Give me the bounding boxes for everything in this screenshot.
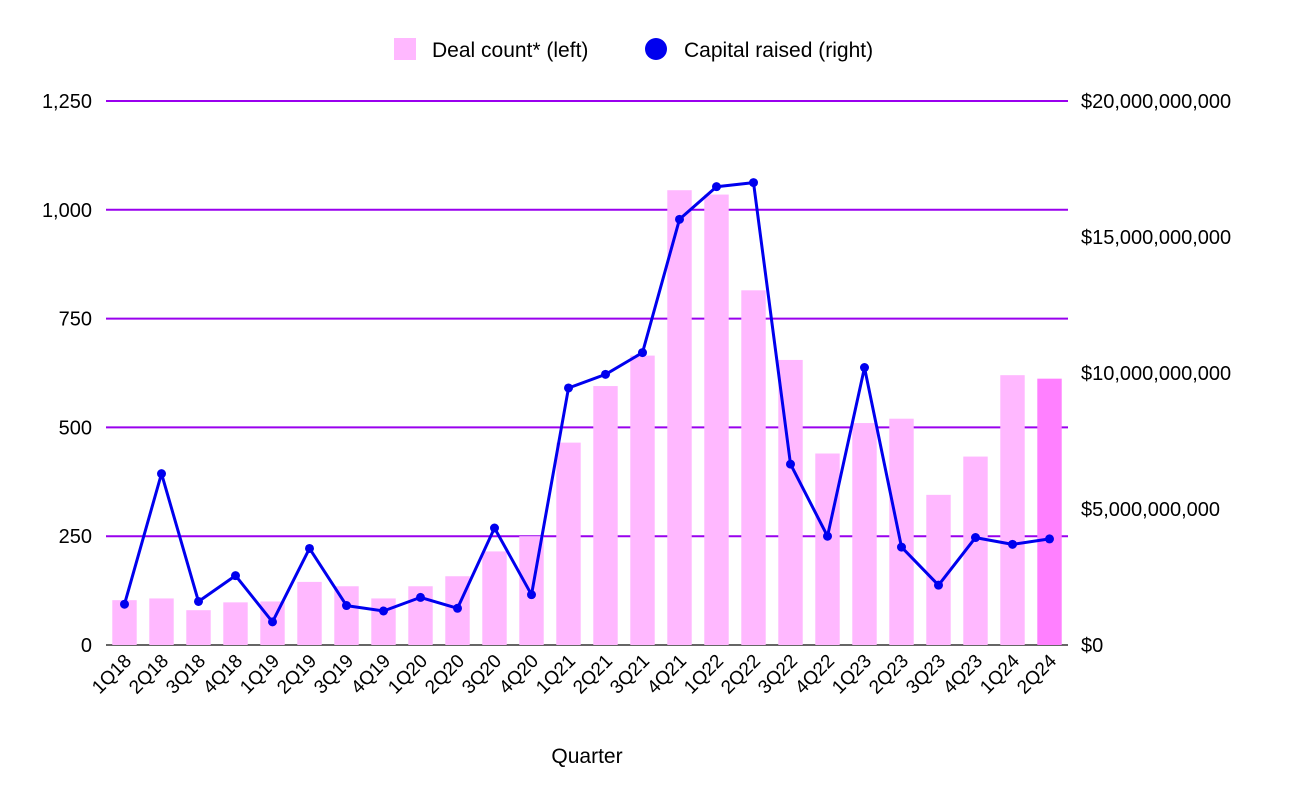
point-capital-raised-2Q22: [749, 178, 758, 188]
point-capital-raised-2Q19: [305, 543, 314, 553]
point-capital-raised-4Q21: [675, 214, 684, 224]
y-right-tick-label: $0: [1081, 635, 1103, 657]
y-left-tick-label: 0: [81, 635, 92, 657]
point-capital-raised-1Q23: [860, 363, 869, 373]
point-capital-raised-2Q20: [453, 603, 462, 613]
point-capital-raised-2Q18: [157, 469, 166, 479]
bar-deal-count-1Q23: [852, 423, 877, 645]
x-tick-label: 4Q21: [643, 651, 691, 699]
x-tick-label: 1Q18: [88, 651, 136, 699]
bar-deal-count-4Q18: [223, 602, 248, 645]
x-tick-label: 4Q22: [791, 651, 839, 699]
y-left-tick-label: 250: [59, 526, 92, 548]
point-capital-raised-1Q21: [564, 383, 573, 393]
x-tick-label: 1Q21: [532, 651, 580, 699]
x-tick-label: 3Q18: [162, 651, 210, 699]
bar-deal-count-4Q21: [667, 190, 692, 645]
point-capital-raised-3Q20: [490, 523, 499, 533]
chart-legend: Deal count* (left) Capital raised (right): [394, 38, 873, 62]
bar-deal-count-2Q18: [149, 598, 174, 645]
bar-deal-count-2Q23: [889, 418, 914, 645]
bar-deal-count-3Q23: [926, 494, 951, 645]
point-capital-raised-1Q19: [268, 617, 277, 627]
x-tick-label: 3Q19: [310, 651, 358, 699]
y-left-tick-label: 1,250: [42, 91, 92, 113]
x-tick-label: 2Q20: [421, 651, 469, 699]
x-tick-label: 3Q21: [606, 651, 654, 699]
point-capital-raised-4Q18: [231, 571, 240, 581]
point-capital-raised-3Q22: [786, 459, 795, 469]
x-tick-label: 4Q19: [347, 651, 395, 699]
x-tick-label: 2Q23: [865, 651, 913, 699]
deal-count-bars: [112, 190, 1062, 645]
point-capital-raised-1Q20: [416, 592, 425, 602]
bar-deal-count-2Q21: [593, 386, 618, 645]
x-axis: 1Q182Q183Q184Q181Q192Q193Q194Q191Q202Q20…: [88, 650, 1061, 698]
bar-deal-count-2Q19: [297, 581, 322, 645]
x-tick-label: 1Q23: [828, 651, 876, 699]
point-capital-raised-1Q22: [712, 182, 721, 192]
point-capital-raised-1Q24: [1008, 539, 1017, 549]
point-capital-raised-3Q23: [934, 580, 943, 590]
x-tick-label: 2Q21: [569, 651, 617, 699]
bar-deal-count-1Q21: [556, 442, 581, 645]
y-left-tick-label: 500: [59, 417, 92, 439]
bar-deal-count-4Q19: [371, 598, 396, 645]
gridlines: [106, 100, 1068, 646]
bar-deal-count-1Q22: [704, 194, 729, 645]
legend-swatch-deal-count: [394, 38, 416, 60]
bar-deal-count-2Q24: [1037, 378, 1062, 645]
y-left-tick-label: 1,000: [42, 200, 92, 222]
x-tick-label: 1Q20: [384, 651, 432, 699]
bar-deal-count-4Q22: [815, 453, 840, 645]
x-tick-label: 2Q24: [1013, 650, 1061, 698]
bar-deal-count-4Q23: [963, 456, 988, 645]
point-capital-raised-4Q22: [823, 531, 832, 541]
x-axis-title: Quarter: [551, 745, 622, 768]
y-left-tick-label: 750: [59, 309, 92, 331]
legend-swatch-capital-raised: [645, 38, 667, 60]
x-tick-label: 3Q20: [458, 651, 506, 699]
point-capital-raised-2Q24: [1045, 534, 1054, 544]
capital-raised-line: [120, 178, 1054, 627]
bar-deal-count-1Q24: [1000, 375, 1025, 645]
y-right-tick-label: $15,000,000,000: [1081, 227, 1231, 249]
x-tick-label: 4Q20: [495, 651, 543, 699]
x-tick-label: 3Q22: [754, 651, 802, 699]
y-right-tick-label: $10,000,000,000: [1081, 363, 1231, 385]
point-capital-raised-4Q19: [379, 606, 388, 616]
point-capital-raised-3Q19: [342, 601, 351, 611]
y-right-tick-label: $5,000,000,000: [1081, 499, 1220, 521]
right-y-axis: $0 $5,000,000,000 $10,000,000,000 $15,000,0…: [1081, 91, 1231, 657]
x-tick-label: 4Q18: [199, 651, 247, 699]
point-capital-raised-4Q20: [527, 590, 536, 600]
bar-deal-count-2Q22: [741, 290, 766, 645]
point-capital-raised-3Q18: [194, 596, 203, 606]
legend-label-capital-raised: Capital raised (right): [684, 39, 873, 62]
point-capital-raised-4Q23: [971, 533, 980, 543]
x-tick-label: 1Q24: [976, 650, 1024, 698]
bar-deal-count-3Q19: [334, 586, 359, 645]
point-capital-raised-1Q18: [120, 599, 129, 609]
x-tick-label: 4Q23: [939, 651, 987, 699]
point-capital-raised-3Q21: [638, 348, 647, 358]
x-tick-label: 1Q19: [236, 651, 284, 699]
bar-deal-count-3Q18: [186, 610, 211, 645]
x-tick-label: 2Q18: [125, 651, 173, 699]
x-tick-label: 2Q22: [717, 651, 765, 699]
point-capital-raised-2Q23: [897, 542, 906, 552]
bar-deal-count-3Q20: [482, 551, 507, 645]
bar-deal-count-3Q21: [630, 355, 655, 645]
x-tick-label: 3Q23: [902, 651, 950, 699]
point-capital-raised-2Q21: [601, 369, 610, 379]
y-right-tick-label: $20,000,000,000: [1081, 91, 1231, 113]
left-y-axis: 0 250 500 750 1,000 1,250: [42, 91, 92, 657]
x-tick-label: 1Q22: [680, 651, 728, 699]
line-capital-raised: [123, 181, 1050, 624]
x-tick-label: 2Q19: [273, 651, 321, 699]
legend-label-deal-count: Deal count* (left): [432, 39, 588, 62]
